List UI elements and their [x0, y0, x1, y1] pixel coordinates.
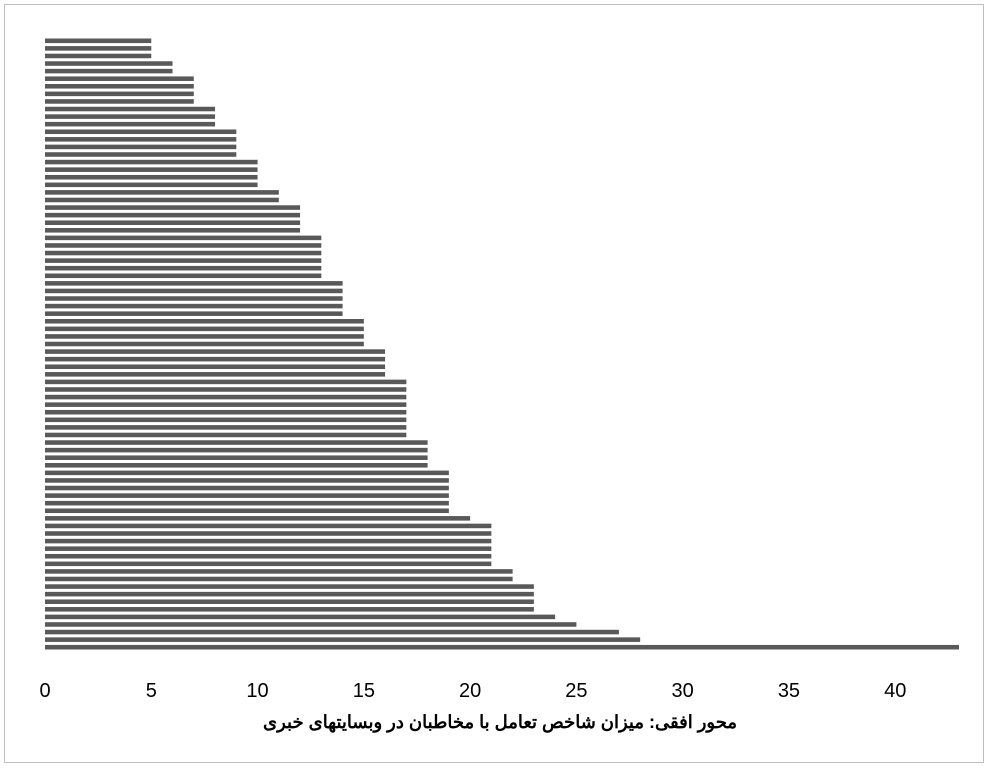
- bar-17: [45, 159, 258, 165]
- bar-45: [45, 372, 386, 377]
- bar-14: [45, 137, 237, 142]
- bar-43: [45, 356, 386, 362]
- bar-32: [45, 273, 322, 279]
- bar-41: [45, 341, 364, 347]
- bar-59: [45, 478, 449, 483]
- x-tick-label-10: 10: [246, 680, 268, 702]
- bar-63: [45, 508, 449, 514]
- bar-29: [45, 250, 322, 256]
- bar-27: [45, 235, 322, 241]
- bar-52: [45, 425, 407, 430]
- bar-46: [45, 379, 407, 385]
- bar-55: [45, 447, 428, 453]
- x-tick-label-40: 40: [884, 680, 906, 702]
- bar-62: [45, 500, 449, 506]
- bar-38: [45, 318, 364, 324]
- bar-48: [45, 394, 407, 400]
- bar-78: [45, 622, 577, 627]
- bar-21: [45, 190, 279, 195]
- bar-8: [45, 91, 194, 97]
- bar-53: [45, 432, 407, 438]
- bar-80: [45, 637, 641, 642]
- bar-5: [45, 68, 173, 74]
- bar-76: [45, 607, 534, 612]
- bar-64: [45, 516, 471, 521]
- bar-28: [45, 243, 322, 248]
- bar-37: [45, 311, 343, 316]
- x-tick-label-15: 15: [353, 680, 375, 702]
- x-tick-label-0: 0: [39, 680, 50, 702]
- bar-54: [45, 440, 428, 445]
- bar-47: [45, 387, 407, 392]
- bar-49: [45, 402, 407, 407]
- x-tick-label-5: 5: [146, 680, 157, 702]
- bar-67: [45, 538, 492, 544]
- bar-61: [45, 493, 449, 498]
- bar-13: [45, 129, 237, 135]
- bar-79: [45, 629, 619, 635]
- bar-23: [45, 205, 301, 210]
- bar-39: [45, 326, 364, 332]
- bar-58: [45, 470, 449, 476]
- bar-72: [45, 576, 513, 582]
- bar-10: [45, 106, 216, 112]
- bar-30: [45, 258, 322, 263]
- bar-15: [45, 144, 237, 150]
- bar-50: [45, 409, 407, 415]
- bar-4: [45, 61, 173, 66]
- bar-40: [45, 334, 364, 339]
- bar-11: [45, 114, 216, 119]
- bar-71: [45, 569, 513, 574]
- bar-74: [45, 591, 534, 597]
- bar-20: [45, 182, 258, 188]
- bar-25: [45, 220, 301, 225]
- bar-73: [45, 584, 534, 589]
- bar-51: [45, 417, 407, 423]
- bar-81: [45, 644, 959, 650]
- bar-18: [45, 167, 258, 172]
- bar-31: [45, 265, 322, 271]
- x-tick-labels: 0 5 10 15 20 25 30 35 40: [39, 680, 906, 702]
- bar-44: [45, 364, 386, 370]
- bars-group: [45, 38, 959, 650]
- bar-36: [45, 303, 343, 309]
- x-tick-label-20: 20: [459, 680, 481, 702]
- bar-35: [45, 296, 343, 301]
- bar-56: [45, 455, 428, 460]
- bar-70: [45, 561, 492, 567]
- bar-22: [45, 197, 279, 203]
- bar-66: [45, 531, 492, 536]
- bar-33: [45, 281, 343, 286]
- bar-69: [45, 553, 492, 559]
- bar-3: [45, 53, 152, 59]
- bar-9: [45, 99, 194, 104]
- bar-57: [45, 463, 428, 468]
- bar-26: [45, 228, 301, 233]
- bar-16: [45, 152, 237, 157]
- bar-65: [45, 523, 492, 529]
- bar-1: [45, 38, 152, 44]
- bar-68: [45, 546, 492, 551]
- bar-60: [45, 485, 449, 491]
- bar-24: [45, 212, 301, 218]
- x-tick-label-25: 25: [565, 680, 587, 702]
- bar-19: [45, 174, 258, 180]
- bar-34: [45, 288, 343, 294]
- bar-12: [45, 121, 216, 127]
- x-tick-label-30: 30: [672, 680, 694, 702]
- bar-2: [45, 46, 152, 51]
- bar-6: [45, 76, 194, 81]
- bar-42: [45, 349, 386, 354]
- x-axis-title: محور افقی: میزان شاخص تعامل با مخاطبان د…: [263, 712, 737, 733]
- x-tick-label-35: 35: [778, 680, 800, 702]
- bar-77: [45, 614, 556, 620]
- bar-7: [45, 84, 194, 89]
- bar-75: [45, 599, 534, 604]
